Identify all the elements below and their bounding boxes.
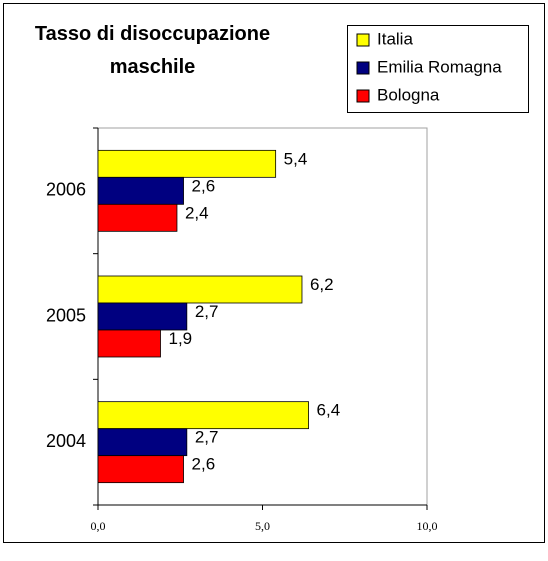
bar	[97, 176, 184, 205]
value-label: 6,2	[310, 275, 334, 294]
value-label: 2,6	[192, 455, 216, 474]
value-label: 2,7	[195, 302, 219, 321]
bar	[97, 455, 184, 484]
legend-label: Emilia Romagna	[377, 57, 502, 76]
legend-label: Italia	[377, 29, 413, 48]
x-tick-label: 5,0	[255, 519, 270, 533]
value-label: 2,6	[192, 176, 216, 195]
bar	[97, 329, 161, 358]
legend-swatch	[356, 89, 370, 103]
chart-title: Tasso di disoccupazione maschile	[34, 23, 271, 78]
bar	[97, 275, 303, 304]
value-label: 5,4	[284, 149, 308, 168]
legend-label: Bologna	[377, 85, 440, 104]
bar	[97, 203, 178, 232]
value-label: 2,7	[195, 428, 219, 447]
bar	[97, 302, 188, 331]
y-tick-label: 2006	[46, 180, 86, 200]
bar	[97, 149, 277, 178]
y-tick-label: 2004	[46, 431, 86, 451]
value-label: 1,9	[169, 329, 193, 348]
legend-box	[347, 25, 529, 113]
x-tick-label: 10,0	[417, 519, 438, 533]
bar	[97, 428, 188, 457]
bar	[97, 401, 309, 430]
value-label: 6,4	[317, 401, 341, 420]
value-label: 2,4	[185, 203, 209, 222]
x-tick-label: 0,0	[91, 519, 106, 533]
chart-frame	[3, 3, 545, 543]
legend-swatch	[356, 61, 370, 75]
y-tick-label: 2005	[46, 305, 86, 325]
legend-swatch	[356, 33, 370, 47]
